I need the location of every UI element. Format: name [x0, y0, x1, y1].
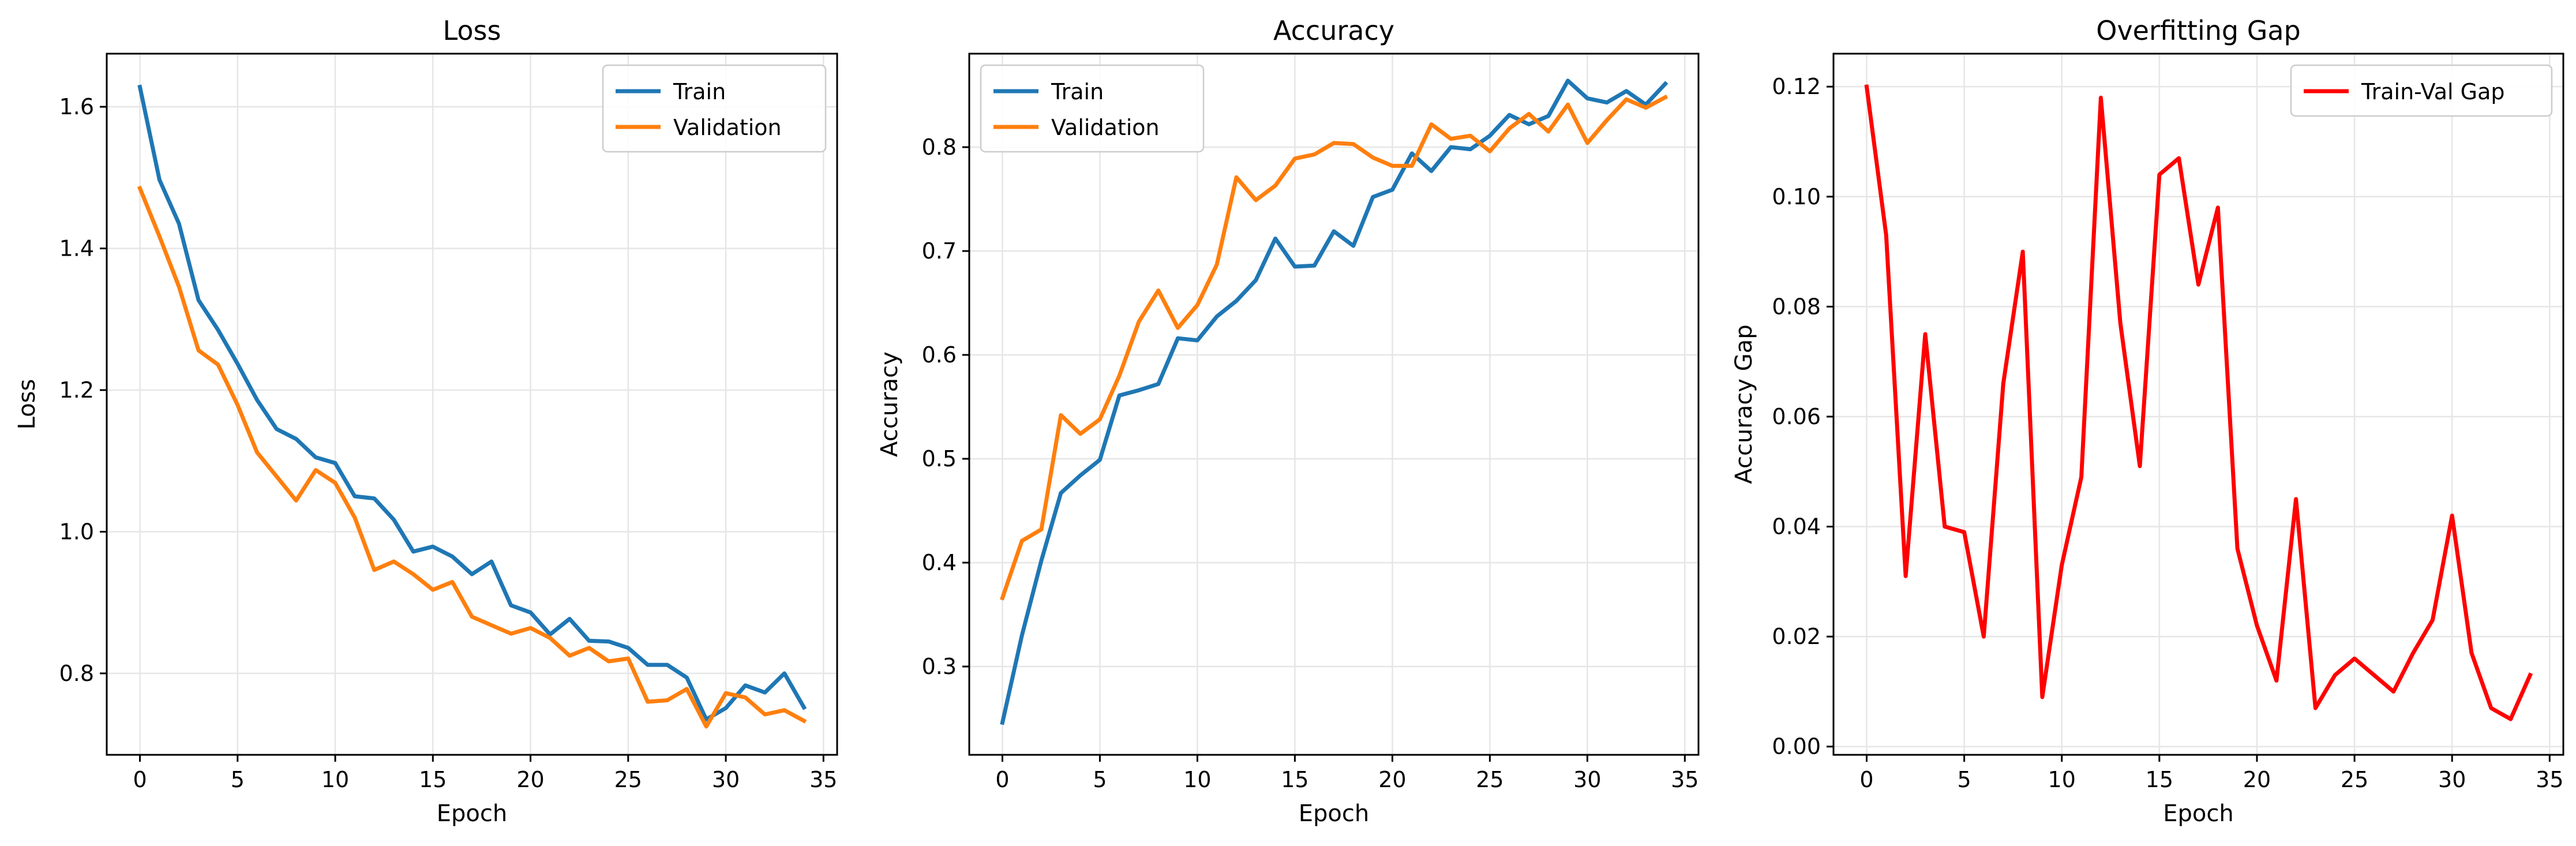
chart-title: Overfitting Gap — [2096, 15, 2300, 46]
x-tick-label: 25 — [2341, 767, 2368, 792]
x-tick-label: 25 — [1476, 767, 1503, 792]
x-tick-label: 0 — [995, 767, 1009, 792]
x-axis-label: Epoch — [1299, 800, 1369, 827]
x-tick-label: 15 — [1281, 767, 1308, 792]
y-tick-label: 0.5 — [922, 446, 957, 471]
x-tick-label: 15 — [2146, 767, 2173, 792]
y-tick-label: 0.06 — [1772, 404, 1821, 429]
legend-label: Validation — [1051, 115, 1160, 140]
legend: Train-Val Gap — [2290, 64, 2553, 117]
x-tick-label: 20 — [1378, 767, 1406, 792]
chart-panel-2: 0 5 10 15 20 25 30 35 0.3 0.4 0.5 0.6 0.7 0.8 Accuracy… — [876, 15, 1700, 827]
x-tick-label: 10 — [2048, 767, 2076, 792]
x-tick-label: 30 — [1573, 767, 1601, 792]
x-axis-label: Epoch — [2163, 800, 2233, 827]
chart-panel-3: 0 5 10 15 20 25 30 35 0.00 0.02 0.04 0.06 0.08 0.10 0.… — [1731, 15, 2564, 827]
x-tick-label: 20 — [516, 767, 544, 792]
x-tick-label: 15 — [419, 767, 447, 792]
series-line-train — [1000, 78, 1668, 725]
legend-box — [2290, 64, 2553, 117]
x-tick-label: 5 — [1958, 767, 1971, 792]
y-tick-label: 1.4 — [59, 236, 94, 261]
chart-title: Loss — [443, 15, 501, 46]
x-tick-label: 35 — [1671, 767, 1698, 792]
series-line-train-val-gap — [1864, 84, 2533, 721]
legend-label: Train — [1051, 79, 1104, 104]
legend: Train Validation — [980, 64, 1205, 153]
y-tick-label: 0.8 — [59, 661, 94, 686]
x-tick-label: 20 — [2243, 767, 2271, 792]
x-tick-label: 35 — [2536, 767, 2563, 792]
x-tick-label: 30 — [2438, 767, 2466, 792]
y-axis-label: Loss — [14, 379, 40, 430]
y-axis-label: Accuracy Gap — [1731, 324, 1757, 484]
x-tick-label: 30 — [712, 767, 740, 792]
x-tick-label: 0 — [1859, 767, 1873, 792]
y-tick-label: 0.7 — [922, 238, 957, 264]
y-tick-label: 0.10 — [1772, 184, 1821, 209]
x-tick-label: 25 — [614, 767, 642, 792]
legend-box — [602, 64, 827, 153]
legend-box — [980, 64, 1205, 153]
series-line-validation — [137, 185, 807, 729]
y-tick-label: 0.12 — [1772, 74, 1821, 99]
y-axis-label: Accuracy — [876, 351, 903, 457]
legend-label: Train — [673, 79, 726, 104]
y-tick-label: 1.2 — [59, 377, 94, 403]
y-tick-label: 0.02 — [1772, 624, 1821, 649]
legend-label: Train-Val Gap — [2361, 79, 2504, 104]
y-tick-label: 1.0 — [59, 519, 94, 544]
y-tick-label: 0.08 — [1772, 294, 1821, 319]
y-tick-label: 0.4 — [922, 550, 957, 575]
legend-label: Validation — [673, 115, 782, 140]
axes-frame — [106, 53, 838, 756]
y-tick-label: 0.6 — [922, 342, 957, 368]
chart-panel-1: 0 5 10 15 20 25 30 35 0.8 1.0 1.2 1.4 1.6 Loss Epoch Lo… — [14, 15, 838, 827]
y-tick-label: 0.8 — [922, 134, 957, 160]
x-axis-label: Epoch — [437, 800, 507, 827]
x-tick-label: 10 — [1183, 767, 1211, 792]
axes-frame — [968, 53, 1700, 756]
legend: Train Validation — [602, 64, 827, 153]
y-tick-label: 0.00 — [1772, 734, 1821, 759]
x-tick-label: 35 — [809, 767, 837, 792]
y-tick-label: 1.6 — [59, 94, 94, 119]
chart-title: Accuracy — [1273, 15, 1394, 46]
y-tick-label: 0.3 — [922, 654, 957, 679]
y-tick-label: 0.04 — [1772, 514, 1821, 540]
series-line-validation — [1000, 94, 1668, 601]
series-line-train — [137, 84, 807, 722]
x-tick-label: 5 — [231, 767, 245, 792]
x-tick-label: 5 — [1093, 767, 1107, 792]
axes-frame — [1832, 53, 2564, 756]
x-tick-label: 0 — [133, 767, 147, 792]
x-tick-label: 10 — [321, 767, 349, 792]
